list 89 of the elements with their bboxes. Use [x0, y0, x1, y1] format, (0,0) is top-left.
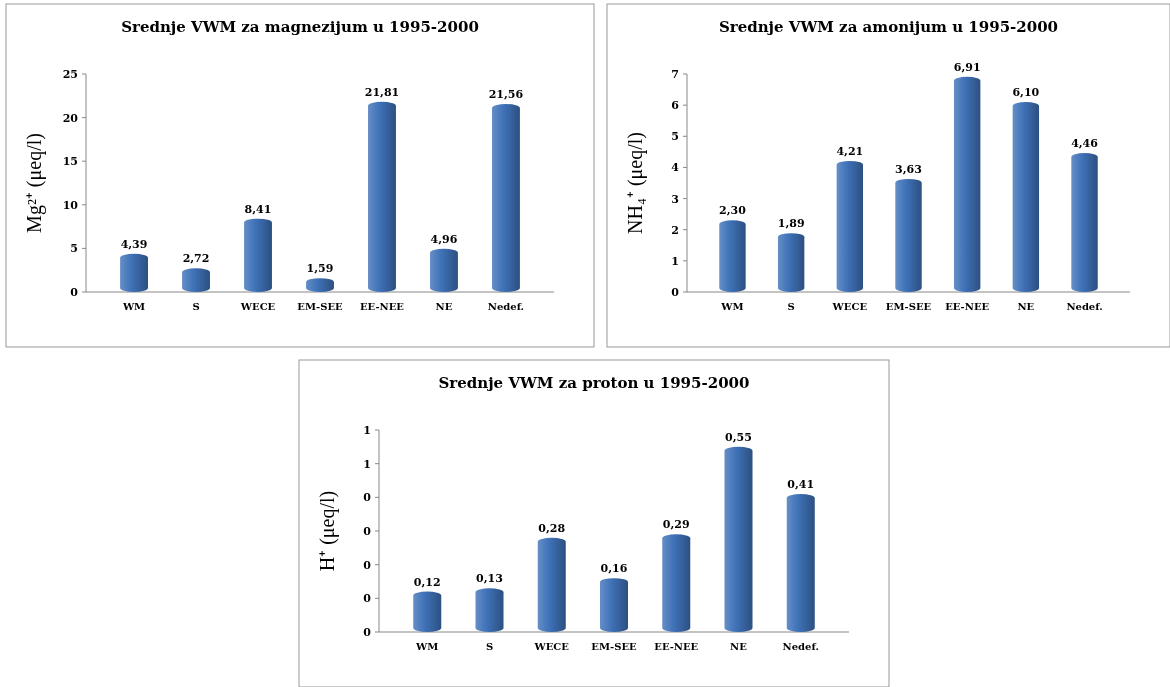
- y-tick-label: 7: [671, 68, 679, 81]
- bar: [537, 537, 566, 632]
- y-tick-label: 10: [62, 198, 79, 212]
- x-tick-label: S: [485, 641, 494, 652]
- y-tick-label: 0: [363, 491, 372, 505]
- x-tick-label: NE: [1017, 301, 1035, 312]
- bar: [1012, 102, 1040, 292]
- x-tick-label: EE-NEE: [945, 301, 990, 312]
- bar: [786, 493, 815, 632]
- chart-title: Srednje VWM za magnezijum u 1995-2000: [121, 18, 479, 36]
- data-label: 2,72: [182, 252, 210, 266]
- x-tick-label: S: [787, 301, 795, 312]
- data-label: 21,56: [488, 88, 524, 101]
- bar: [182, 268, 210, 292]
- x-tick-label: Nedef.: [1066, 301, 1103, 312]
- x-tick-label: WM: [720, 301, 744, 312]
- x-tick-label: S: [192, 301, 200, 312]
- y-axis-title: NH₄⁺ (μeq/l): [624, 132, 647, 234]
- data-label: 1,59: [306, 262, 334, 276]
- bar: [475, 588, 504, 632]
- x-tick-label: WECE: [831, 301, 868, 312]
- y-tick-label: 6: [671, 99, 680, 113]
- bar: [413, 591, 442, 632]
- bar: [244, 218, 272, 292]
- x-tick-label: EE-NEE: [360, 301, 405, 312]
- x-tick-label: EM-SEE: [297, 301, 344, 312]
- x-tick-label: WECE: [239, 301, 276, 312]
- data-label: 0,55: [725, 430, 752, 444]
- data-label: 3,63: [895, 162, 922, 176]
- x-tick-label: Nedef.: [487, 301, 525, 312]
- y-tick-label: 20: [62, 111, 79, 125]
- x-tick-label: WECE: [533, 641, 570, 652]
- data-label: 0,16: [600, 562, 628, 576]
- bar: [953, 76, 981, 292]
- data-label: 6,10: [1012, 86, 1040, 100]
- y-tick-label: 2: [671, 223, 679, 237]
- data-label: 4,96: [430, 232, 458, 246]
- y-axis-title: Mg²⁺ (μeq/l): [23, 133, 46, 233]
- y-tick-label: 4: [671, 161, 680, 175]
- x-tick-label: EM-SEE: [885, 301, 932, 312]
- data-label: 0,13: [476, 572, 503, 586]
- x-tick-label: EE-NEE: [654, 641, 699, 652]
- bar: [430, 248, 458, 292]
- y-tick-label: 0: [70, 286, 79, 299]
- bar: [724, 446, 753, 632]
- bar: [120, 253, 148, 292]
- bar: [777, 233, 805, 292]
- y-tick-label: 1: [363, 457, 371, 471]
- y-tick-label: 1: [671, 254, 679, 268]
- data-label: 0,41: [787, 477, 815, 491]
- data-label: 8,41: [244, 202, 272, 216]
- bar: [368, 101, 396, 292]
- x-tick-label: NE: [730, 641, 748, 652]
- data-label: 21,81: [364, 85, 400, 99]
- y-tick-label: 0: [363, 592, 372, 606]
- bar: [1071, 153, 1098, 292]
- data-label: 0,28: [538, 521, 566, 535]
- y-tick-label: 5: [671, 130, 679, 144]
- x-tick-label: WM: [415, 641, 439, 652]
- bar: [662, 534, 691, 632]
- bar: [719, 220, 746, 292]
- bar: [895, 178, 922, 292]
- data-label: 0,12: [413, 575, 441, 589]
- data-label: 4,46: [1071, 137, 1099, 151]
- bar: [492, 104, 520, 292]
- y-tick-label: 0: [671, 286, 680, 299]
- x-tick-label: WM: [121, 301, 146, 312]
- data-label: 4,39: [120, 237, 148, 251]
- chart-title: Srednje VWM za proton u 1995-2000: [438, 374, 750, 392]
- y-tick-label: 1: [363, 424, 371, 437]
- y-tick-label: 5: [70, 242, 78, 256]
- y-tick-label: 15: [62, 155, 78, 169]
- x-tick-label: NE: [435, 301, 453, 312]
- x-tick-label: EM-SEE: [591, 641, 638, 652]
- bar: [836, 160, 864, 292]
- y-tick-label: 0: [363, 626, 372, 639]
- y-axis-title: H⁺ (μeq/l): [316, 490, 339, 572]
- y-tick-label: 3: [671, 192, 679, 206]
- y-tick-label: 25: [62, 68, 78, 81]
- y-tick-label: 0: [363, 525, 372, 538]
- data-label: 2,30: [719, 204, 747, 218]
- data-label: 0,29: [662, 518, 690, 532]
- data-label: 4,21: [836, 144, 864, 158]
- x-tick-label: Nedef.: [782, 641, 819, 652]
- bar: [599, 578, 629, 632]
- y-tick-label: 0: [363, 558, 372, 572]
- data-label: 1,89: [777, 217, 805, 231]
- data-label: 6,91: [953, 60, 981, 74]
- chart-title: Srednje VWM za amonijum u 1995-2000: [718, 18, 1059, 36]
